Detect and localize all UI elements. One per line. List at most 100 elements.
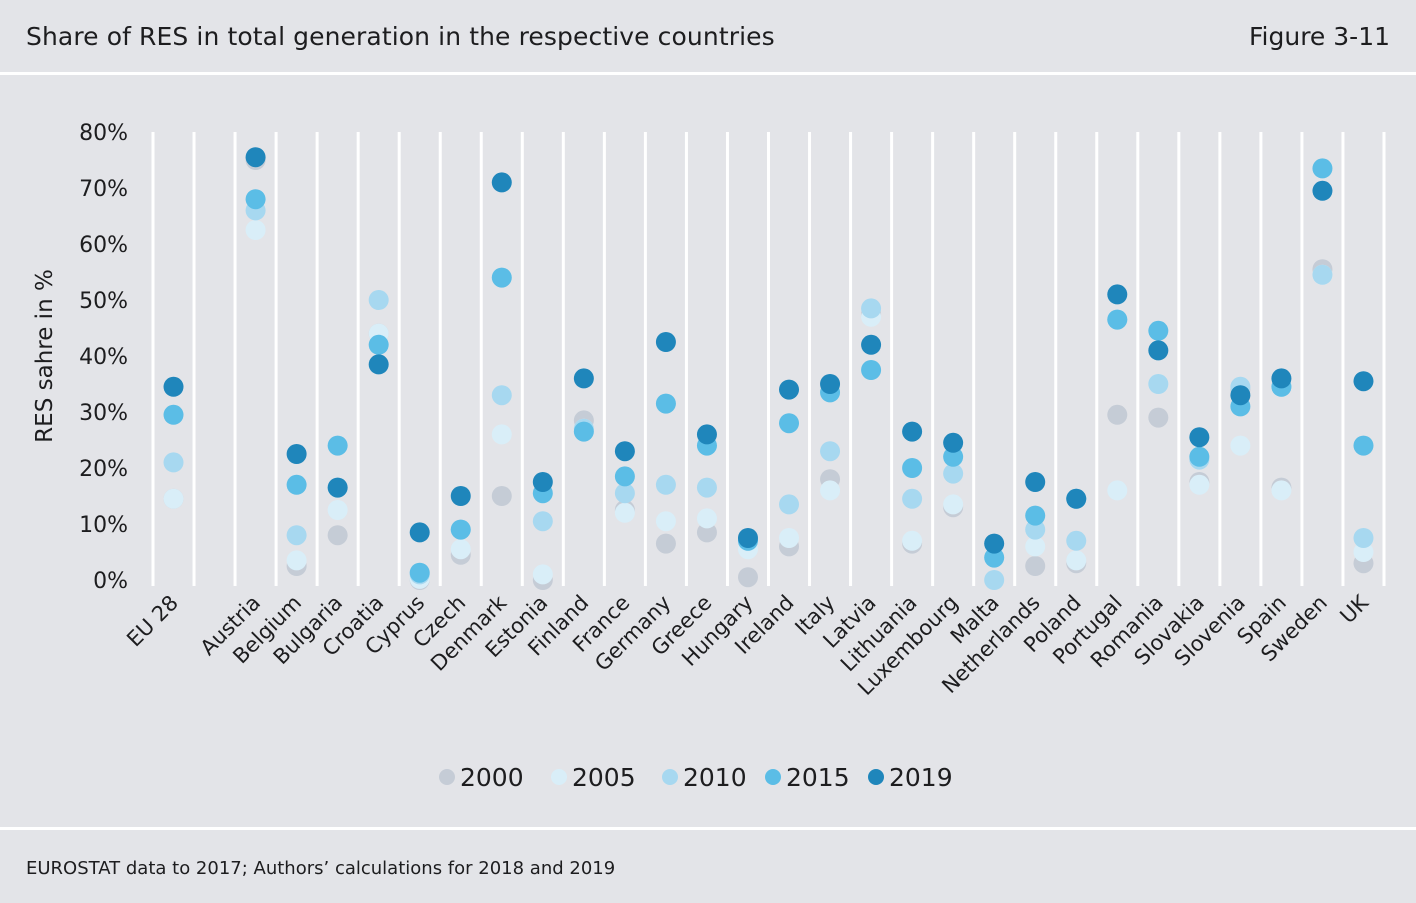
data-point-2010	[1353, 528, 1374, 548]
data-point-2010	[943, 463, 964, 484]
data-point-2005	[943, 494, 964, 515]
data-point-2015	[163, 404, 184, 425]
data-point-2015	[1353, 435, 1374, 456]
data-point-2019	[573, 368, 594, 389]
data-point-2015	[1189, 446, 1210, 467]
data-point-2010	[532, 511, 553, 532]
source-note: EUROSTAT data to 2017; Authors’ calculat…	[26, 858, 616, 879]
legend-marker-2015	[765, 769, 781, 785]
data-point-2015	[614, 466, 635, 487]
y-tick-label: 20%	[79, 457, 128, 482]
data-point-2015	[450, 519, 471, 540]
data-point-2000	[1025, 556, 1046, 576]
res-share-chart: 0% 10% 20% 30% 40% 50% 60% 70% 80% RES sahre in %…	[32, 121, 1386, 792]
data-point-2010	[696, 477, 717, 498]
y-tick-label: 30%	[79, 401, 128, 426]
data-point-2005	[286, 550, 307, 571]
data-point-2019	[1148, 340, 1169, 361]
data-point-2005	[245, 220, 266, 240]
data-point-2015	[984, 547, 1005, 568]
data-point-2010	[1025, 519, 1046, 540]
data-point-2015	[902, 458, 923, 478]
data-point-2015	[491, 267, 512, 288]
data-point-2019	[1189, 427, 1210, 448]
data-point-2015	[327, 435, 348, 456]
legend-marker-2010	[662, 769, 678, 785]
data-point-2005	[163, 488, 184, 509]
data-point-2005	[696, 508, 717, 529]
y-tick-label: 50%	[79, 289, 128, 314]
data-point-2015	[1025, 505, 1046, 526]
data-point-2015	[409, 562, 430, 583]
data-point-2019	[861, 334, 882, 355]
data-point-2005	[1066, 550, 1087, 571]
legend-label: 2005	[572, 763, 636, 792]
data-point-2015	[368, 334, 389, 355]
figure-number: Figure 3-11	[1248, 22, 1390, 51]
data-point-2005	[1107, 480, 1128, 501]
figure-header: Share of RES in total generation in the …	[0, 0, 1416, 75]
data-point-2019	[450, 486, 471, 506]
data-point-2015	[245, 189, 266, 210]
data-point-2010	[861, 298, 882, 319]
legend-marker-2000	[439, 769, 455, 785]
y-tick-label: 0%	[93, 569, 128, 594]
data-point-2005	[902, 530, 923, 551]
y-tick-label: 70%	[79, 177, 128, 202]
data-point-2015	[1312, 158, 1333, 179]
data-point-2005	[532, 564, 553, 585]
data-point-2015	[943, 446, 964, 467]
legend-marker-2019	[868, 769, 884, 785]
data-point-2000	[327, 525, 348, 546]
data-point-2000	[696, 522, 717, 543]
data-point-2019	[943, 432, 964, 453]
data-point-2015	[1107, 309, 1128, 330]
y-axis-label: RES sahre in %	[32, 269, 58, 443]
data-point-2015	[573, 421, 594, 442]
data-point-2010	[820, 441, 841, 462]
data-point-2019	[327, 477, 348, 498]
data-point-2005	[614, 502, 635, 523]
data-point-2019	[1066, 488, 1087, 509]
data-point-2010	[286, 525, 307, 546]
legend-label: 2019	[889, 763, 953, 792]
legend-label: 2010	[683, 763, 747, 792]
data-point-2019	[286, 444, 307, 464]
legend-marker-2005	[551, 769, 567, 785]
data-point-2019	[1107, 284, 1128, 305]
figure-footer: EUROSTAT data to 2017; Authors’ calculat…	[0, 827, 1416, 903]
data-point-2010	[1148, 374, 1169, 394]
data-point-2019	[902, 421, 923, 442]
data-point-2005	[779, 528, 800, 548]
data-point-2019	[984, 533, 1005, 554]
data-point-2019	[820, 374, 841, 394]
chart-area: 0% 10% 20% 30% 40% 50% 60% 70% 80% RES sahre in %…	[0, 75, 1416, 827]
data-point-2019	[409, 522, 430, 543]
figure-title: Share of RES in total generation in the …	[26, 22, 775, 51]
data-point-2005	[1025, 536, 1046, 557]
data-point-2000	[655, 533, 676, 554]
data-point-2019	[491, 172, 512, 193]
data-point-2000	[737, 567, 758, 588]
data-point-2000	[491, 486, 512, 506]
data-point-2005	[491, 424, 512, 445]
data-point-2015	[286, 474, 307, 495]
x-tick-label: UK	[1335, 590, 1373, 628]
data-point-2019	[614, 441, 635, 462]
data-point-2019	[245, 147, 266, 168]
data-point-2005	[1271, 480, 1292, 501]
data-point-2000	[1148, 407, 1169, 428]
data-point-2005	[1189, 474, 1210, 495]
data-point-2005	[655, 511, 676, 532]
data-point-2015	[779, 413, 800, 434]
data-point-2019	[696, 424, 717, 445]
data-point-2005	[820, 480, 841, 501]
data-point-2015	[861, 360, 882, 380]
data-point-2010	[984, 570, 1005, 590]
data-point-2019	[1025, 472, 1046, 492]
data-point-2010	[368, 290, 389, 310]
data-point-2010	[614, 483, 635, 504]
legend-label: 2015	[786, 763, 850, 792]
data-point-2019	[1312, 180, 1333, 201]
data-point-2019	[1353, 371, 1374, 392]
